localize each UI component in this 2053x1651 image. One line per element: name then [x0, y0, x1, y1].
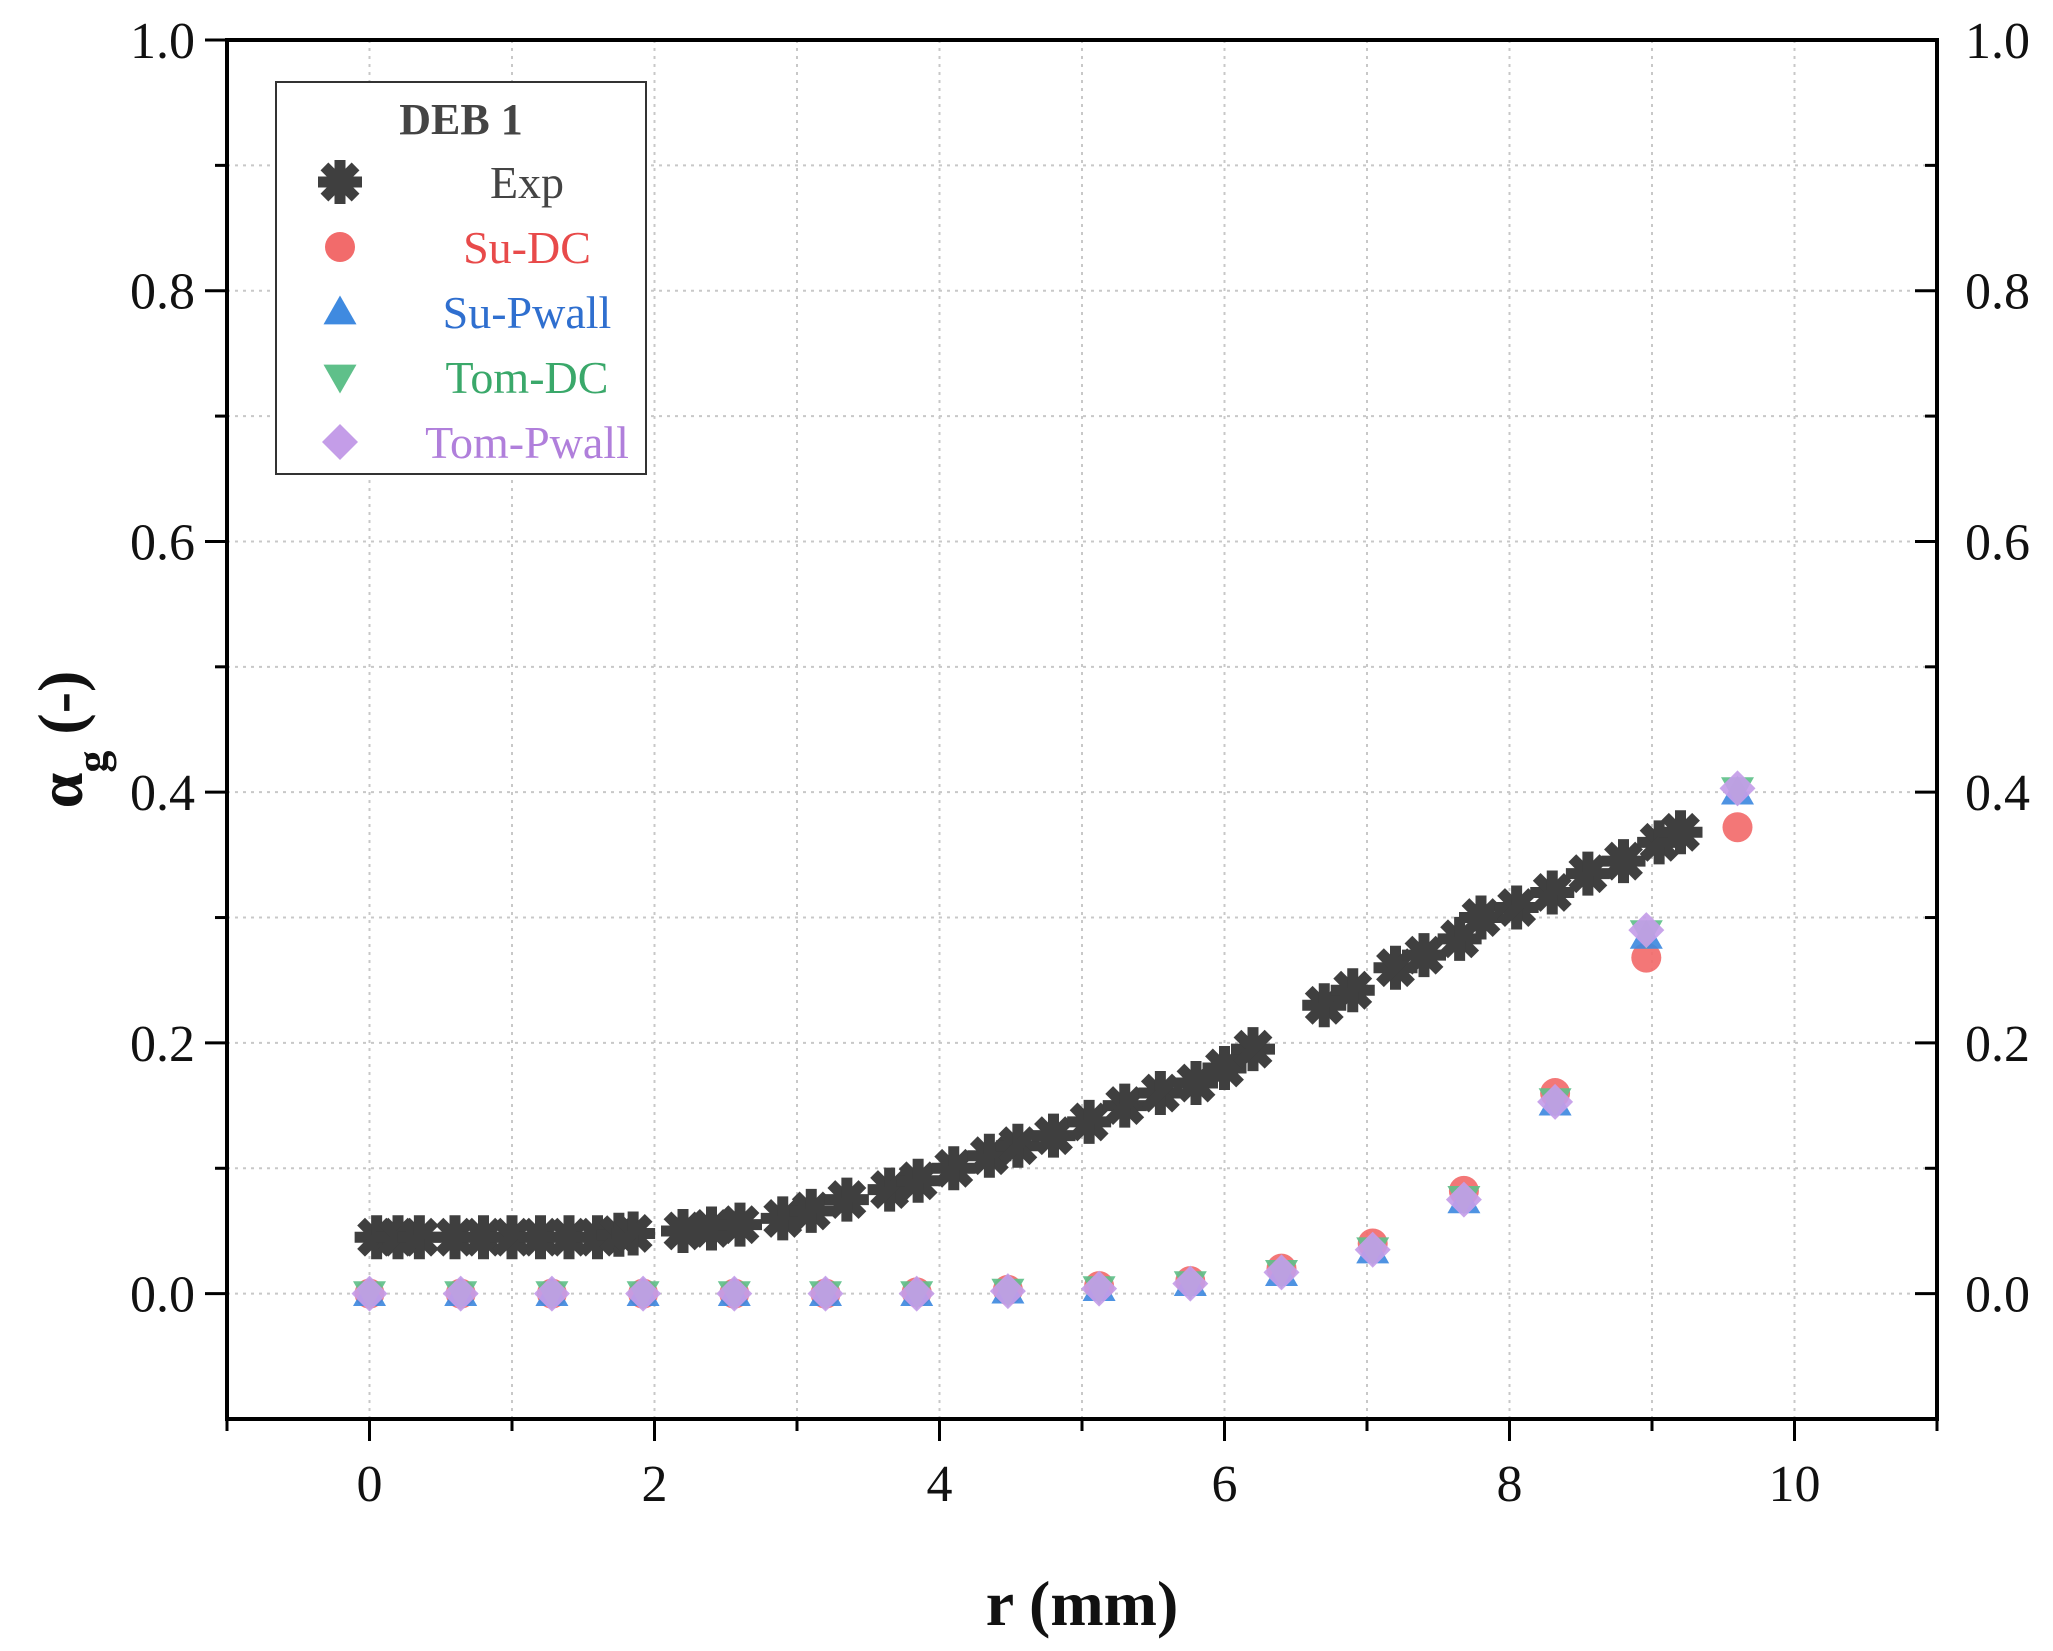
right-y-tick-label: 0.8	[1965, 264, 2030, 321]
data-point	[1631, 942, 1662, 973]
data-point	[1530, 870, 1575, 915]
legend-label: Su-DC	[463, 222, 591, 273]
data-point	[807, 1275, 844, 1312]
data-point	[1172, 1265, 1209, 1302]
data-point	[931, 1146, 976, 1191]
grid	[227, 40, 1937, 1419]
data-point	[351, 1275, 388, 1312]
data-point	[1628, 912, 1665, 949]
plot-area-frame	[225, 38, 1939, 1421]
data-point	[898, 1275, 935, 1312]
data-point	[1445, 1181, 1482, 1218]
legend-label: Tom-Pwall	[425, 417, 629, 468]
y-axis-title: αg (-)	[25, 671, 117, 809]
data-point	[1601, 839, 1646, 884]
data-point	[1231, 1027, 1275, 1072]
x-axis-tick-labels: 0 2 4 6 8 10	[357, 1456, 1821, 1513]
data-point	[789, 1188, 834, 1233]
x-tick-label: 0	[357, 1456, 383, 1513]
y-axis-title-subscript: g	[68, 751, 117, 773]
data-point	[625, 1275, 662, 1312]
right-y-tick-label: 1.0	[1965, 13, 2030, 70]
legend-label: Tom-DC	[446, 352, 609, 403]
data-point	[989, 1273, 1026, 1310]
legend-marker	[323, 364, 357, 394]
right-y-tick-label: 0.4	[1965, 765, 2030, 822]
x-axis-title: r (mm)	[986, 1568, 1179, 1639]
data-point	[1031, 1113, 1076, 1158]
y-axis-tick-labels: 0.0 0.2 0.4 0.6 0.8 1.0	[130, 13, 195, 1324]
y-tick-label: 0.6	[130, 514, 195, 571]
legend-marker	[322, 424, 358, 460]
legend-entry: Tom-Pwall	[322, 417, 629, 468]
data-point	[1719, 770, 1756, 807]
data-point	[1565, 851, 1610, 896]
series-tom-pwall	[351, 770, 1756, 1312]
data-point	[1658, 810, 1703, 855]
right-y-tick-label: 0.6	[1965, 514, 2030, 571]
data-point	[896, 1158, 941, 1203]
series-exp	[354, 810, 1703, 1260]
data-point	[611, 1211, 656, 1256]
data-point	[1437, 916, 1482, 961]
data-point	[1722, 812, 1753, 843]
legend-label: Exp	[490, 157, 564, 208]
data-point	[533, 1275, 570, 1312]
data-point	[1263, 1254, 1300, 1291]
legend-marker	[323, 295, 357, 325]
data-point	[1330, 968, 1375, 1013]
legend: DEB 1 Exp Su-DC Su-Pwall Tom-DC Tom-Pwall	[275, 81, 647, 475]
data-point	[995, 1123, 1040, 1168]
legend-entry: Su-Pwall	[323, 287, 612, 338]
data-point	[1459, 895, 1503, 940]
data-point	[1537, 1083, 1574, 1120]
right-y-axis-tick-labels: 0.0 0.2 0.4 0.6 0.8 1.0	[1965, 13, 2030, 1324]
data-point	[1102, 1083, 1147, 1128]
legend-marker	[318, 160, 362, 204]
y-tick-label: 1.0	[130, 13, 195, 70]
x-tick-label: 2	[642, 1456, 668, 1513]
legend-label: Su-Pwall	[443, 287, 612, 338]
data-point	[1202, 1045, 1247, 1090]
x-tick-label: 8	[1497, 1456, 1523, 1513]
data-point	[1354, 1231, 1391, 1268]
legend-entry: Exp	[318, 157, 564, 208]
right-y-tick-label: 0.0	[1965, 1267, 2030, 1324]
legend-marker	[325, 232, 355, 262]
data-point	[1402, 933, 1446, 978]
data-point	[718, 1202, 762, 1247]
x-tick-label: 6	[1212, 1456, 1238, 1513]
y-axis-title-symbol: α	[25, 772, 96, 808]
data-point	[1067, 1099, 1112, 1144]
y-tick-label: 0.4	[130, 765, 195, 822]
y-tick-label: 0.8	[130, 264, 195, 321]
legend-entry: Tom-DC	[323, 352, 609, 403]
svg-text:αg(-): αg (-)	[25, 671, 117, 809]
data-point	[824, 1177, 869, 1222]
x-tick-label: 4	[927, 1456, 953, 1513]
y-tick-label: 0.0	[130, 1267, 195, 1324]
y-axis-title-unit: (-)	[25, 671, 96, 735]
data-point	[1138, 1071, 1183, 1116]
data-points	[351, 770, 1756, 1312]
y-tick-label: 0.2	[130, 1016, 195, 1073]
legend-entries: Exp Su-DC Su-Pwall Tom-DC Tom-Pwall	[318, 157, 629, 468]
legend-box	[275, 81, 647, 475]
right-y-tick-label: 0.2	[1965, 1016, 2030, 1073]
legend-title: DEB 1	[399, 95, 522, 144]
legend-entry: Su-DC	[325, 222, 591, 273]
data-point	[1494, 885, 1539, 930]
data-point	[1081, 1270, 1118, 1307]
data-point	[442, 1275, 479, 1312]
data-point	[716, 1275, 753, 1312]
x-tick-label: 10	[1769, 1456, 1821, 1513]
